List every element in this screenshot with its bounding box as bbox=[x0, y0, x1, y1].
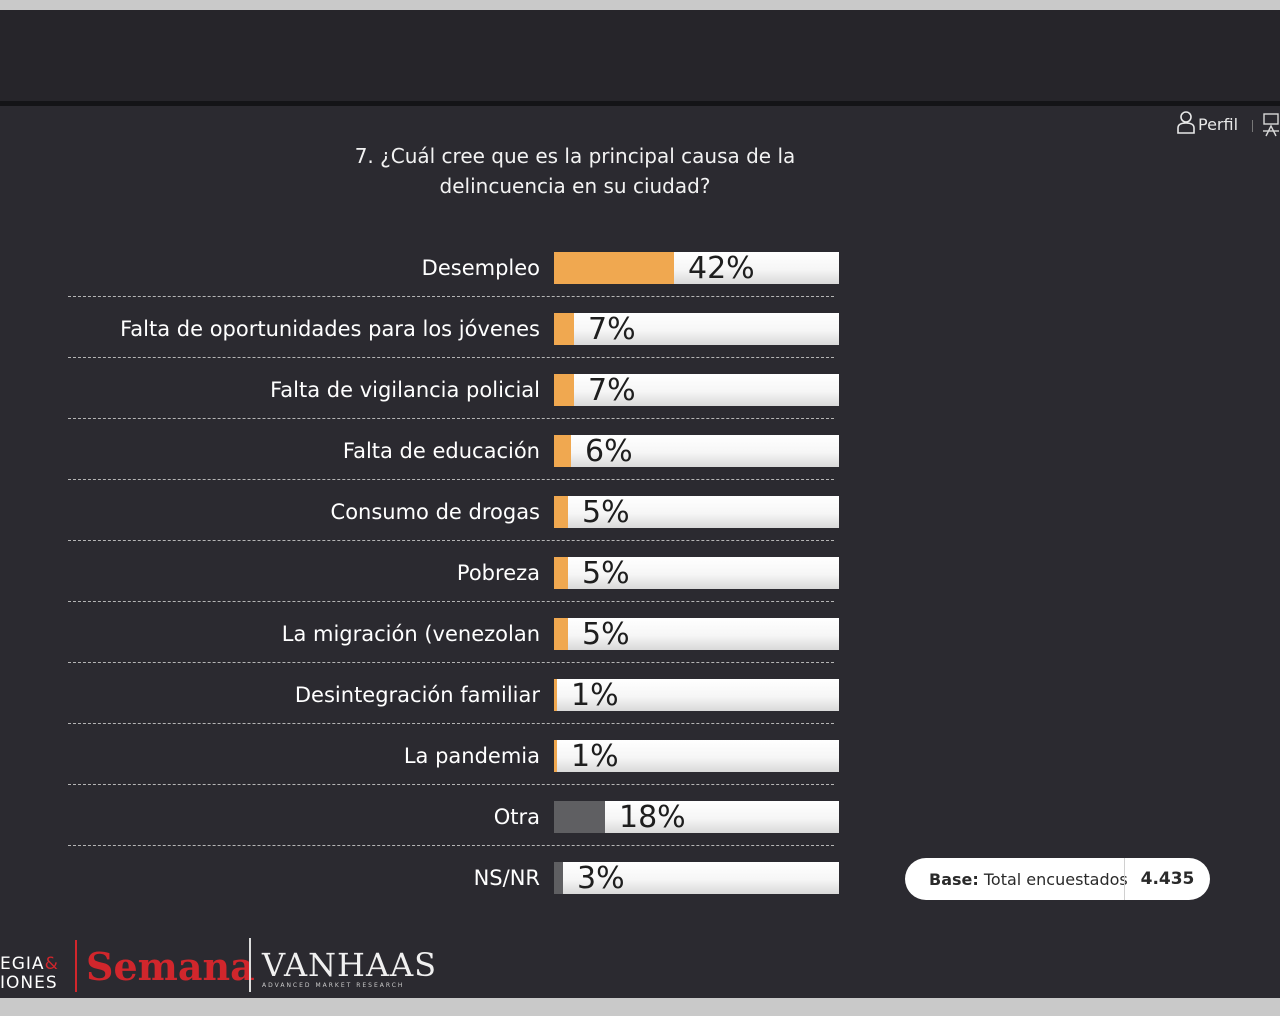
bar-track: 5% bbox=[554, 556, 839, 591]
bar bbox=[554, 313, 574, 345]
bar-value-label: 5% bbox=[582, 556, 630, 591]
row-divider bbox=[68, 784, 834, 785]
toolbar-separator bbox=[1252, 120, 1253, 132]
bar-row: Falta de educación 6% bbox=[0, 435, 1280, 496]
bar-row: Desempleo 42% bbox=[0, 252, 1280, 313]
bar-value-label: 6% bbox=[585, 434, 633, 469]
bar-row: Otra 18% bbox=[0, 801, 1280, 862]
category-label: Otra bbox=[493, 805, 540, 829]
semana-logo: Semana bbox=[86, 944, 255, 989]
logo-separator bbox=[75, 940, 77, 992]
bar-value-label: 7% bbox=[588, 373, 636, 408]
settings-icon[interactable] bbox=[1262, 112, 1280, 142]
user-icon bbox=[1176, 110, 1196, 138]
bar bbox=[554, 618, 568, 650]
bar-track: 5% bbox=[554, 495, 839, 530]
top-edge bbox=[0, 0, 1280, 10]
partner-logo-left: EGIA& IONES bbox=[0, 955, 59, 993]
bar-row: La migración (venezolan 5% bbox=[0, 618, 1280, 679]
bar bbox=[554, 374, 574, 406]
profile-link[interactable]: Perfil bbox=[1176, 110, 1238, 138]
category-label: Desintegración familiar bbox=[294, 683, 540, 707]
partner-logo-line2: IONES bbox=[0, 973, 58, 993]
row-divider bbox=[68, 418, 834, 419]
bar-value-label: 42% bbox=[688, 251, 755, 286]
bar-row: Desintegración familiar 1% bbox=[0, 679, 1280, 740]
bar-row: Pobreza 5% bbox=[0, 557, 1280, 618]
logo-separator bbox=[249, 938, 251, 992]
bar bbox=[554, 801, 605, 833]
bar-value-label: 3% bbox=[577, 861, 625, 896]
bar-track: 3% bbox=[554, 861, 839, 896]
bar-track: 1% bbox=[554, 678, 839, 713]
bar-row: NS/NR 3% bbox=[0, 862, 1280, 923]
profile-label: Perfil bbox=[1198, 114, 1239, 134]
row-divider bbox=[68, 723, 834, 724]
category-label: La pandemia bbox=[403, 744, 540, 768]
category-label: Falta de vigilancia policial bbox=[270, 378, 540, 402]
category-label: Consumo de drogas bbox=[330, 500, 540, 524]
bar-row: Falta de oportunidades para los jóvenes 7… bbox=[0, 313, 1280, 374]
bar-value-label: 1% bbox=[571, 678, 619, 713]
base-badge: Base: Total encuestados 4.435 bbox=[905, 858, 1210, 900]
bar-track: 7% bbox=[554, 312, 839, 347]
bar-value-label: 5% bbox=[582, 495, 630, 530]
bar-row: Falta de vigilancia policial 7% bbox=[0, 374, 1280, 435]
bar bbox=[554, 435, 571, 467]
row-divider bbox=[68, 662, 834, 663]
category-label: Falta de oportunidades para los jóvenes bbox=[120, 317, 540, 341]
header-band bbox=[0, 10, 1280, 102]
bar-value-label: 5% bbox=[582, 617, 630, 652]
row-divider bbox=[68, 479, 834, 480]
base-divider bbox=[1124, 858, 1125, 900]
category-label: Pobreza bbox=[456, 561, 540, 585]
bar-track: 5% bbox=[554, 617, 839, 652]
bar bbox=[554, 679, 557, 711]
bar-value-label: 1% bbox=[571, 739, 619, 774]
base-label-text: Total encuestados bbox=[978, 869, 1128, 889]
bottom-edge bbox=[0, 998, 1280, 1016]
bar bbox=[554, 740, 557, 772]
partner-logo-amp: & bbox=[44, 954, 59, 974]
bar-row: Consumo de drogas 5% bbox=[0, 496, 1280, 557]
bar-value-label: 18% bbox=[619, 800, 686, 835]
category-label: NS/NR bbox=[473, 866, 540, 890]
base-label: Base: Total encuestados bbox=[905, 869, 1128, 889]
category-label: Desempleo bbox=[421, 256, 540, 280]
category-label: Falta de educación bbox=[342, 439, 540, 463]
row-divider bbox=[68, 540, 834, 541]
bar-track: 18% bbox=[554, 800, 839, 835]
row-divider bbox=[68, 296, 834, 297]
row-divider bbox=[68, 845, 834, 846]
row-divider bbox=[68, 601, 834, 602]
header-rule bbox=[0, 101, 1280, 106]
base-value: 4.435 bbox=[1140, 869, 1195, 889]
vanhaas-logo-subtitle: ADVANCED MARKET RESEARCH bbox=[262, 982, 405, 989]
category-label: La migración (venezolan bbox=[281, 622, 540, 646]
bar-track: 7% bbox=[554, 373, 839, 408]
bar bbox=[554, 252, 674, 284]
row-divider bbox=[68, 357, 834, 358]
base-label-bold: Base: bbox=[929, 869, 979, 889]
vanhaas-logo: VANHAAS bbox=[262, 946, 438, 984]
bar-value-label: 7% bbox=[588, 312, 636, 347]
partner-logo-line1: EGIA bbox=[0, 954, 45, 974]
bar-track: 1% bbox=[554, 739, 839, 774]
bar bbox=[554, 862, 563, 894]
chart-title: 7. ¿Cuál cree que es la principal causa … bbox=[354, 144, 796, 198]
bar-row: La pandemia 1% bbox=[0, 740, 1280, 801]
bar-track: 42% bbox=[554, 251, 839, 286]
bar bbox=[554, 557, 568, 589]
bar-track: 6% bbox=[554, 434, 839, 469]
bar bbox=[554, 496, 568, 528]
